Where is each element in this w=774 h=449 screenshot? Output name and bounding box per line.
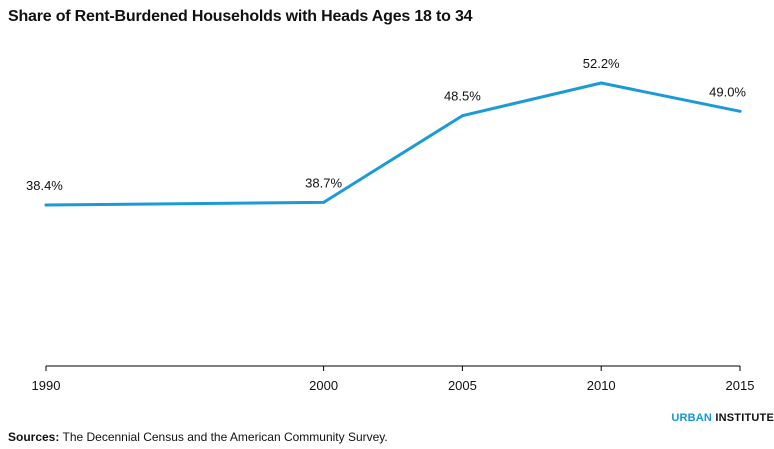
x-tick-label: 1990: [32, 378, 61, 393]
source-text: The Decennial Census and the American Co…: [62, 430, 388, 444]
data-point: [44, 203, 48, 207]
x-tick-label: 2005: [448, 378, 477, 393]
source-label: Sources:: [8, 430, 60, 444]
urban-institute-logo: URBAN INSTITUTE: [671, 412, 774, 424]
x-tick-label: 2000: [309, 378, 338, 393]
source-note: Sources: The Decennial Census and the Am…: [8, 430, 388, 444]
brand-urban: URBAN: [671, 412, 713, 424]
data-label: 48.5%: [444, 89, 481, 104]
data-point: [599, 81, 603, 85]
data-label: 38.7%: [305, 175, 342, 190]
data-label: 38.4%: [26, 178, 63, 193]
x-tick-label: 2010: [587, 378, 616, 393]
data-point: [322, 200, 326, 204]
data-point: [460, 114, 464, 118]
series-line: [44, 81, 742, 207]
data-label: 49.0%: [709, 84, 746, 99]
x-tick-label: 2015: [726, 378, 755, 393]
brand-institute: INSTITUTE: [715, 412, 774, 424]
chart-title: Share of Rent-Burdened Households with H…: [8, 8, 473, 25]
data-point: [738, 109, 742, 113]
data-label: 52.2%: [583, 56, 620, 71]
line-chart: 1990 2000 2005 2010 2015 38.4% 38.7% 48.5% 52.2%…: [26, 56, 755, 393]
